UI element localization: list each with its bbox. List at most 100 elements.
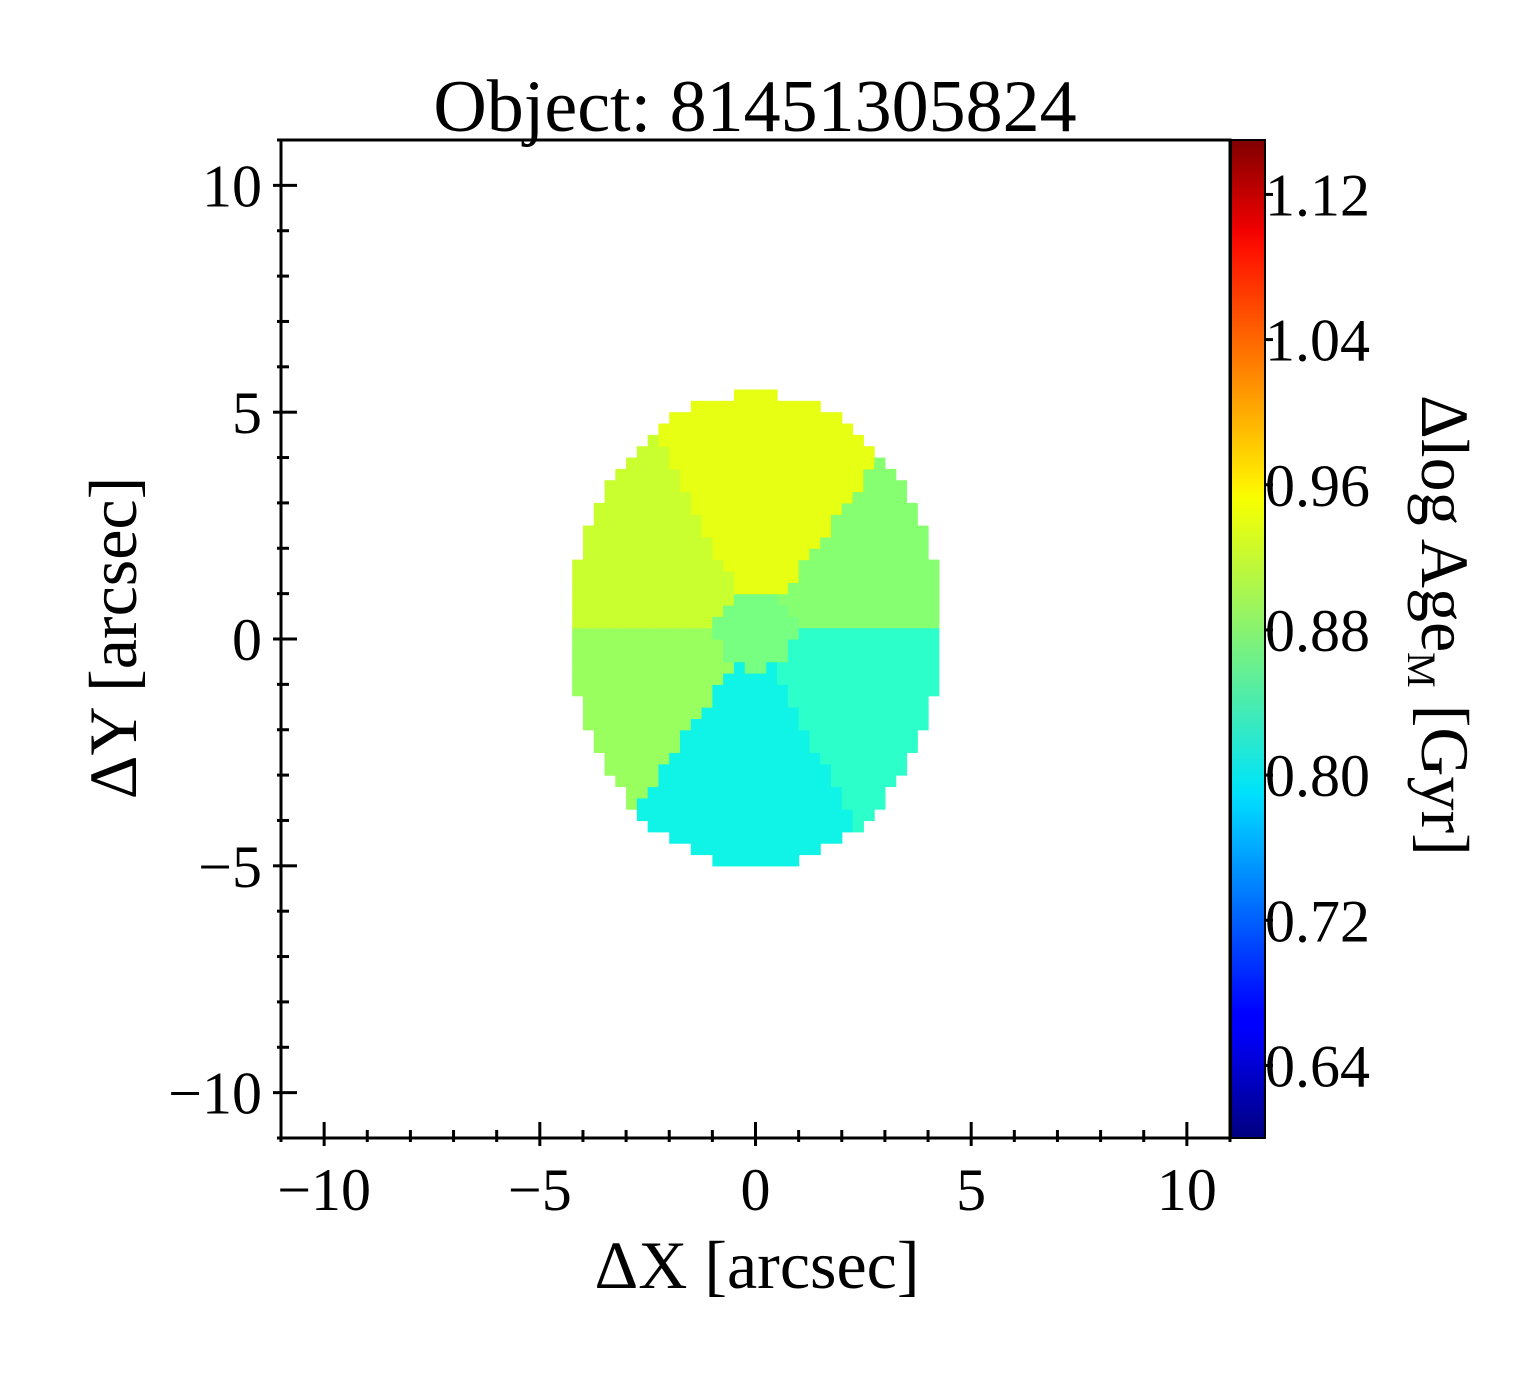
map-pixel xyxy=(647,514,660,527)
map-pixel xyxy=(723,582,735,595)
map-pixel xyxy=(787,786,800,799)
map-pixel xyxy=(906,593,918,606)
map-pixel xyxy=(884,525,897,538)
map-pixel xyxy=(626,741,638,754)
map-pixel xyxy=(658,446,670,459)
map-pixel xyxy=(874,536,886,549)
map-pixel xyxy=(852,491,864,504)
map-pixel xyxy=(809,548,821,561)
map-pixel xyxy=(680,639,692,651)
map-pixel xyxy=(723,480,735,493)
map-pixel xyxy=(755,718,767,731)
map-pixel xyxy=(712,570,724,583)
colorbar-tick-label: 0.88 xyxy=(1265,598,1370,664)
map-pixel xyxy=(766,423,778,436)
map-pixel xyxy=(658,650,670,663)
map-pixel xyxy=(658,514,670,527)
map-pixel xyxy=(798,502,811,515)
map-pixel xyxy=(830,457,843,470)
map-pixel xyxy=(701,412,713,425)
map-pixel xyxy=(733,763,746,776)
map-pixel xyxy=(820,502,832,515)
map-pixel xyxy=(787,763,800,776)
map-pixel xyxy=(680,502,692,515)
map-pixel xyxy=(636,763,649,776)
map-pixel xyxy=(604,741,616,754)
map-pixel xyxy=(820,491,832,504)
map-pixel xyxy=(647,457,660,470)
map-pixel xyxy=(723,525,735,538)
map-pixel xyxy=(863,775,875,788)
map-pixel xyxy=(755,627,767,640)
map-pixel xyxy=(830,809,843,822)
map-pixel xyxy=(744,480,757,493)
map-pixel xyxy=(723,491,735,504)
map-pixel xyxy=(809,763,821,776)
map-pixel xyxy=(777,570,789,583)
map-pixel xyxy=(906,695,918,708)
map-pixel xyxy=(647,741,660,754)
map-pixel xyxy=(733,457,746,470)
map-pixel xyxy=(723,752,735,765)
map-pixel xyxy=(884,480,897,493)
map-pixel xyxy=(809,536,821,549)
map-pixel xyxy=(669,468,681,481)
map-pixel xyxy=(928,661,940,674)
map-pixel xyxy=(669,695,681,708)
map-pixel xyxy=(680,627,692,640)
map-pixel xyxy=(626,457,638,470)
map-pixel xyxy=(647,525,660,538)
map-pixel xyxy=(906,559,918,572)
map-pixel xyxy=(604,752,616,765)
map-pixel xyxy=(841,707,854,719)
map-pixel xyxy=(820,752,832,765)
map-pixel xyxy=(777,639,789,651)
map-pixel xyxy=(863,480,875,493)
map-pixel xyxy=(647,661,660,674)
map-pixel xyxy=(841,775,854,788)
map-pixel xyxy=(680,650,692,663)
map-pixel xyxy=(755,729,767,742)
map-pixel xyxy=(766,673,778,685)
map-pixel xyxy=(766,400,778,413)
y-axis-ticks: −10 −5 0 5 10 xyxy=(168,138,297,1140)
map-pixel xyxy=(658,729,670,742)
map-pixel xyxy=(701,695,713,708)
map-pixel xyxy=(712,593,724,606)
map-pixel xyxy=(809,695,821,708)
map-pixel xyxy=(884,514,897,527)
map-pixel xyxy=(863,593,875,606)
map-pixel xyxy=(744,582,757,595)
map-pixel xyxy=(690,570,703,583)
map-pixel xyxy=(863,741,875,754)
map-pixel xyxy=(755,604,767,617)
map-pixel xyxy=(928,627,940,640)
map-pixel xyxy=(809,729,821,742)
map-pixel xyxy=(820,616,832,629)
map-pixel xyxy=(626,548,638,561)
map-pixel xyxy=(680,604,692,617)
map-pixel xyxy=(917,684,929,697)
map-pixel xyxy=(626,536,638,549)
map-pixel xyxy=(647,548,660,561)
map-pixel xyxy=(690,752,703,765)
map-pixel xyxy=(647,639,660,651)
map-pixel xyxy=(787,775,800,788)
age-map xyxy=(572,389,940,867)
map-pixel xyxy=(744,741,757,754)
map-pixel xyxy=(733,797,746,810)
map-pixel xyxy=(820,446,832,459)
map-pixel xyxy=(572,639,584,651)
map-pixel xyxy=(874,763,886,776)
map-pixel xyxy=(690,468,703,481)
map-pixel xyxy=(841,639,854,651)
map-pixel xyxy=(798,763,811,776)
map-pixel xyxy=(777,843,789,856)
map-pixel xyxy=(874,627,886,640)
map-pixel xyxy=(680,729,692,742)
map-pixel xyxy=(777,809,789,822)
map-pixel xyxy=(809,423,821,436)
map-pixel xyxy=(798,797,811,810)
map-pixel xyxy=(895,491,908,504)
map-pixel xyxy=(593,684,606,697)
